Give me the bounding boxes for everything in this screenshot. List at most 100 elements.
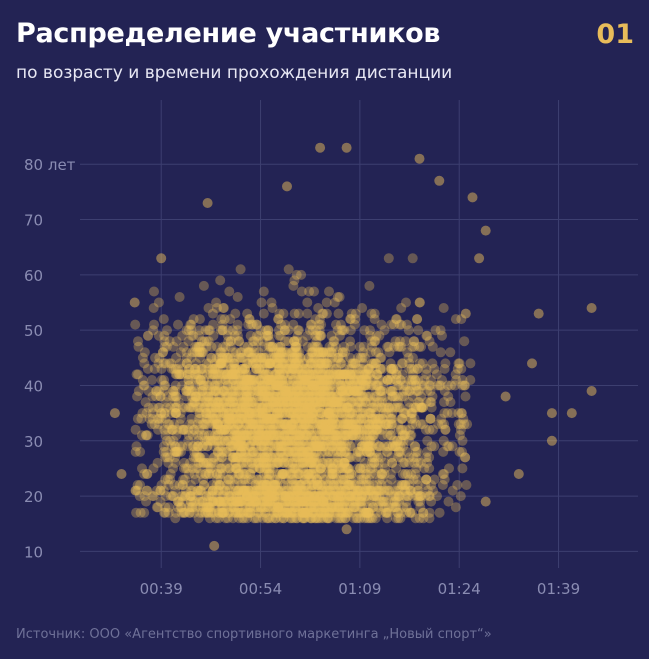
data-point	[259, 463, 270, 474]
data-point	[277, 402, 287, 413]
data-point	[219, 424, 230, 435]
data-point	[439, 474, 450, 485]
data-point	[272, 419, 283, 430]
data-point	[248, 419, 259, 430]
data-point	[190, 502, 201, 513]
data-point	[202, 463, 213, 474]
data-point	[187, 463, 198, 474]
data-point	[409, 336, 420, 347]
data-point	[310, 441, 321, 452]
data-point	[289, 441, 300, 452]
data-point	[187, 347, 198, 358]
data-point	[350, 402, 361, 413]
data-point	[198, 457, 209, 468]
data-point	[362, 491, 373, 502]
data-point	[219, 424, 230, 435]
data-point	[211, 297, 222, 308]
data-point	[339, 435, 350, 446]
data-point	[339, 391, 350, 402]
data-point	[158, 485, 169, 496]
data-point	[412, 480, 423, 490]
data-point	[398, 502, 409, 513]
data-point	[454, 358, 465, 369]
data-point	[401, 507, 412, 518]
data-point	[318, 375, 329, 385]
data-point	[312, 402, 323, 413]
data-point	[236, 452, 247, 463]
data-point	[153, 297, 164, 308]
data-point	[292, 363, 303, 374]
data-point	[302, 308, 313, 319]
data-point	[247, 419, 258, 430]
data-point	[204, 380, 214, 391]
data-point	[337, 430, 348, 441]
data-point	[306, 502, 317, 513]
data-point	[198, 424, 209, 435]
data-point	[337, 441, 348, 452]
data-point	[215, 496, 226, 507]
data-point	[428, 485, 438, 496]
data-point	[268, 402, 279, 413]
data-point	[135, 446, 146, 457]
data-point	[265, 419, 276, 430]
data-point	[340, 463, 351, 474]
data-point	[266, 485, 277, 496]
data-point	[307, 452, 318, 463]
data-point	[259, 491, 270, 502]
data-point	[303, 491, 314, 502]
data-point	[251, 319, 262, 330]
data-point	[190, 391, 201, 402]
data-point	[366, 402, 377, 413]
data-point	[371, 391, 382, 402]
data-point	[292, 408, 303, 419]
data-point	[293, 375, 303, 385]
data-point	[297, 424, 308, 435]
data-point	[170, 363, 181, 374]
data-point	[296, 380, 307, 391]
data-point	[381, 419, 392, 430]
data-point	[456, 408, 467, 419]
data-point	[352, 513, 363, 524]
data-point	[365, 347, 376, 358]
data-point	[155, 391, 166, 402]
data-point	[295, 491, 306, 502]
data-point	[296, 496, 307, 507]
data-point	[315, 375, 326, 385]
data-point	[210, 402, 221, 413]
data-point	[261, 446, 272, 457]
chart-subtitle: по возрасту и времени прохождения дистан…	[16, 63, 453, 83]
data-point	[320, 507, 331, 518]
data-point	[345, 452, 356, 463]
data-point	[217, 386, 228, 396]
data-point	[457, 380, 468, 391]
data-point	[238, 485, 249, 496]
data-point	[338, 430, 349, 441]
data-point	[362, 424, 373, 435]
data-point	[239, 397, 250, 408]
data-point	[397, 413, 408, 424]
data-point	[308, 408, 318, 419]
data-point	[267, 457, 278, 468]
data-point	[168, 491, 179, 502]
data-point	[246, 496, 257, 507]
data-point	[357, 441, 368, 452]
data-point	[291, 513, 302, 524]
data-point	[343, 463, 354, 474]
data-point	[216, 369, 227, 380]
data-point	[306, 441, 317, 452]
data-point	[280, 391, 291, 402]
data-point	[231, 463, 242, 474]
data-point	[288, 391, 299, 402]
data-point	[331, 386, 342, 396]
data-point	[133, 341, 144, 352]
data-point	[323, 408, 334, 419]
data-point	[346, 491, 356, 502]
data-point	[300, 452, 311, 463]
data-point	[275, 380, 286, 391]
data-point	[287, 419, 298, 430]
data-point	[320, 424, 331, 435]
data-point	[375, 352, 386, 363]
data-point	[256, 352, 267, 363]
data-point	[314, 391, 325, 402]
data-point	[230, 363, 241, 374]
